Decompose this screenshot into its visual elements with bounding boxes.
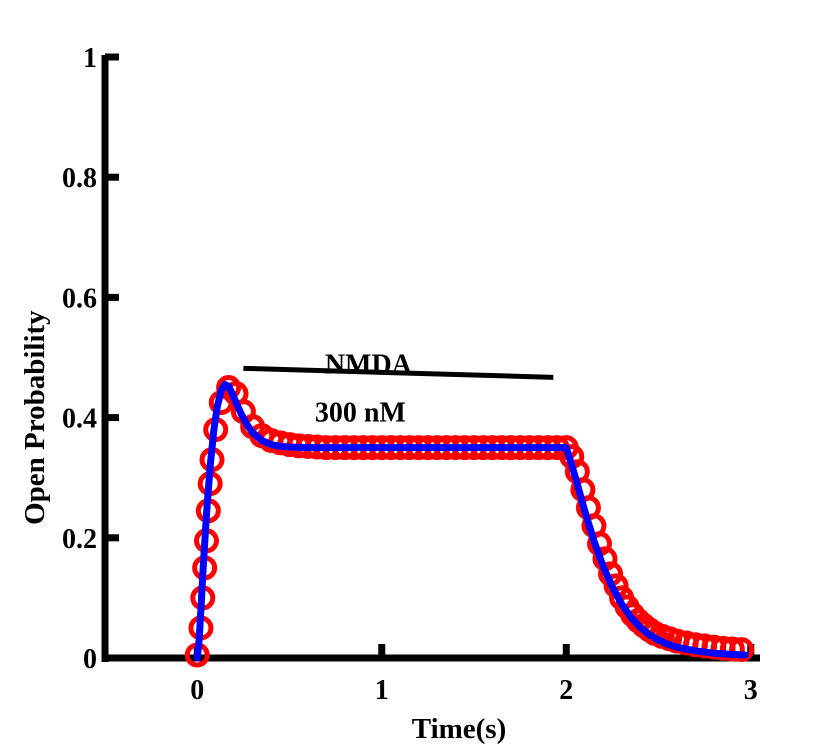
- red-marker-point: [719, 636, 745, 662]
- annotation-label-nmda: NMDA: [325, 349, 413, 380]
- stimulus-bar: [243, 365, 554, 380]
- y-tick-label: 0.8: [62, 163, 97, 194]
- y-tick-label: 0: [83, 644, 97, 675]
- y-tick-label: 1: [83, 43, 97, 74]
- x-axis-label: Time(s): [412, 713, 507, 745]
- x-tick-label: 1: [375, 675, 389, 706]
- blue-curve-line: [193, 381, 749, 662]
- y-tick-label: 0.4: [62, 404, 97, 435]
- axes: 0 0.2 0.4 0.6 0.8 1 0 1 2 3: [62, 43, 760, 706]
- annotation-label-concentration: 300 nM: [315, 397, 406, 428]
- y-tick-label: 0.6: [62, 283, 97, 314]
- red-marker-point: [729, 637, 755, 663]
- x-tick-label: 0: [190, 675, 204, 706]
- blue-curve-series: [193, 381, 749, 662]
- x-tick-label: 3: [744, 675, 758, 706]
- red-marker-series: [184, 375, 755, 668]
- x-tick-label: 2: [559, 675, 573, 706]
- y-axis-label: Open Probability: [19, 310, 51, 525]
- annotation: NMDA 300 nM: [243, 349, 554, 428]
- y-tick-label: 0.2: [62, 524, 97, 555]
